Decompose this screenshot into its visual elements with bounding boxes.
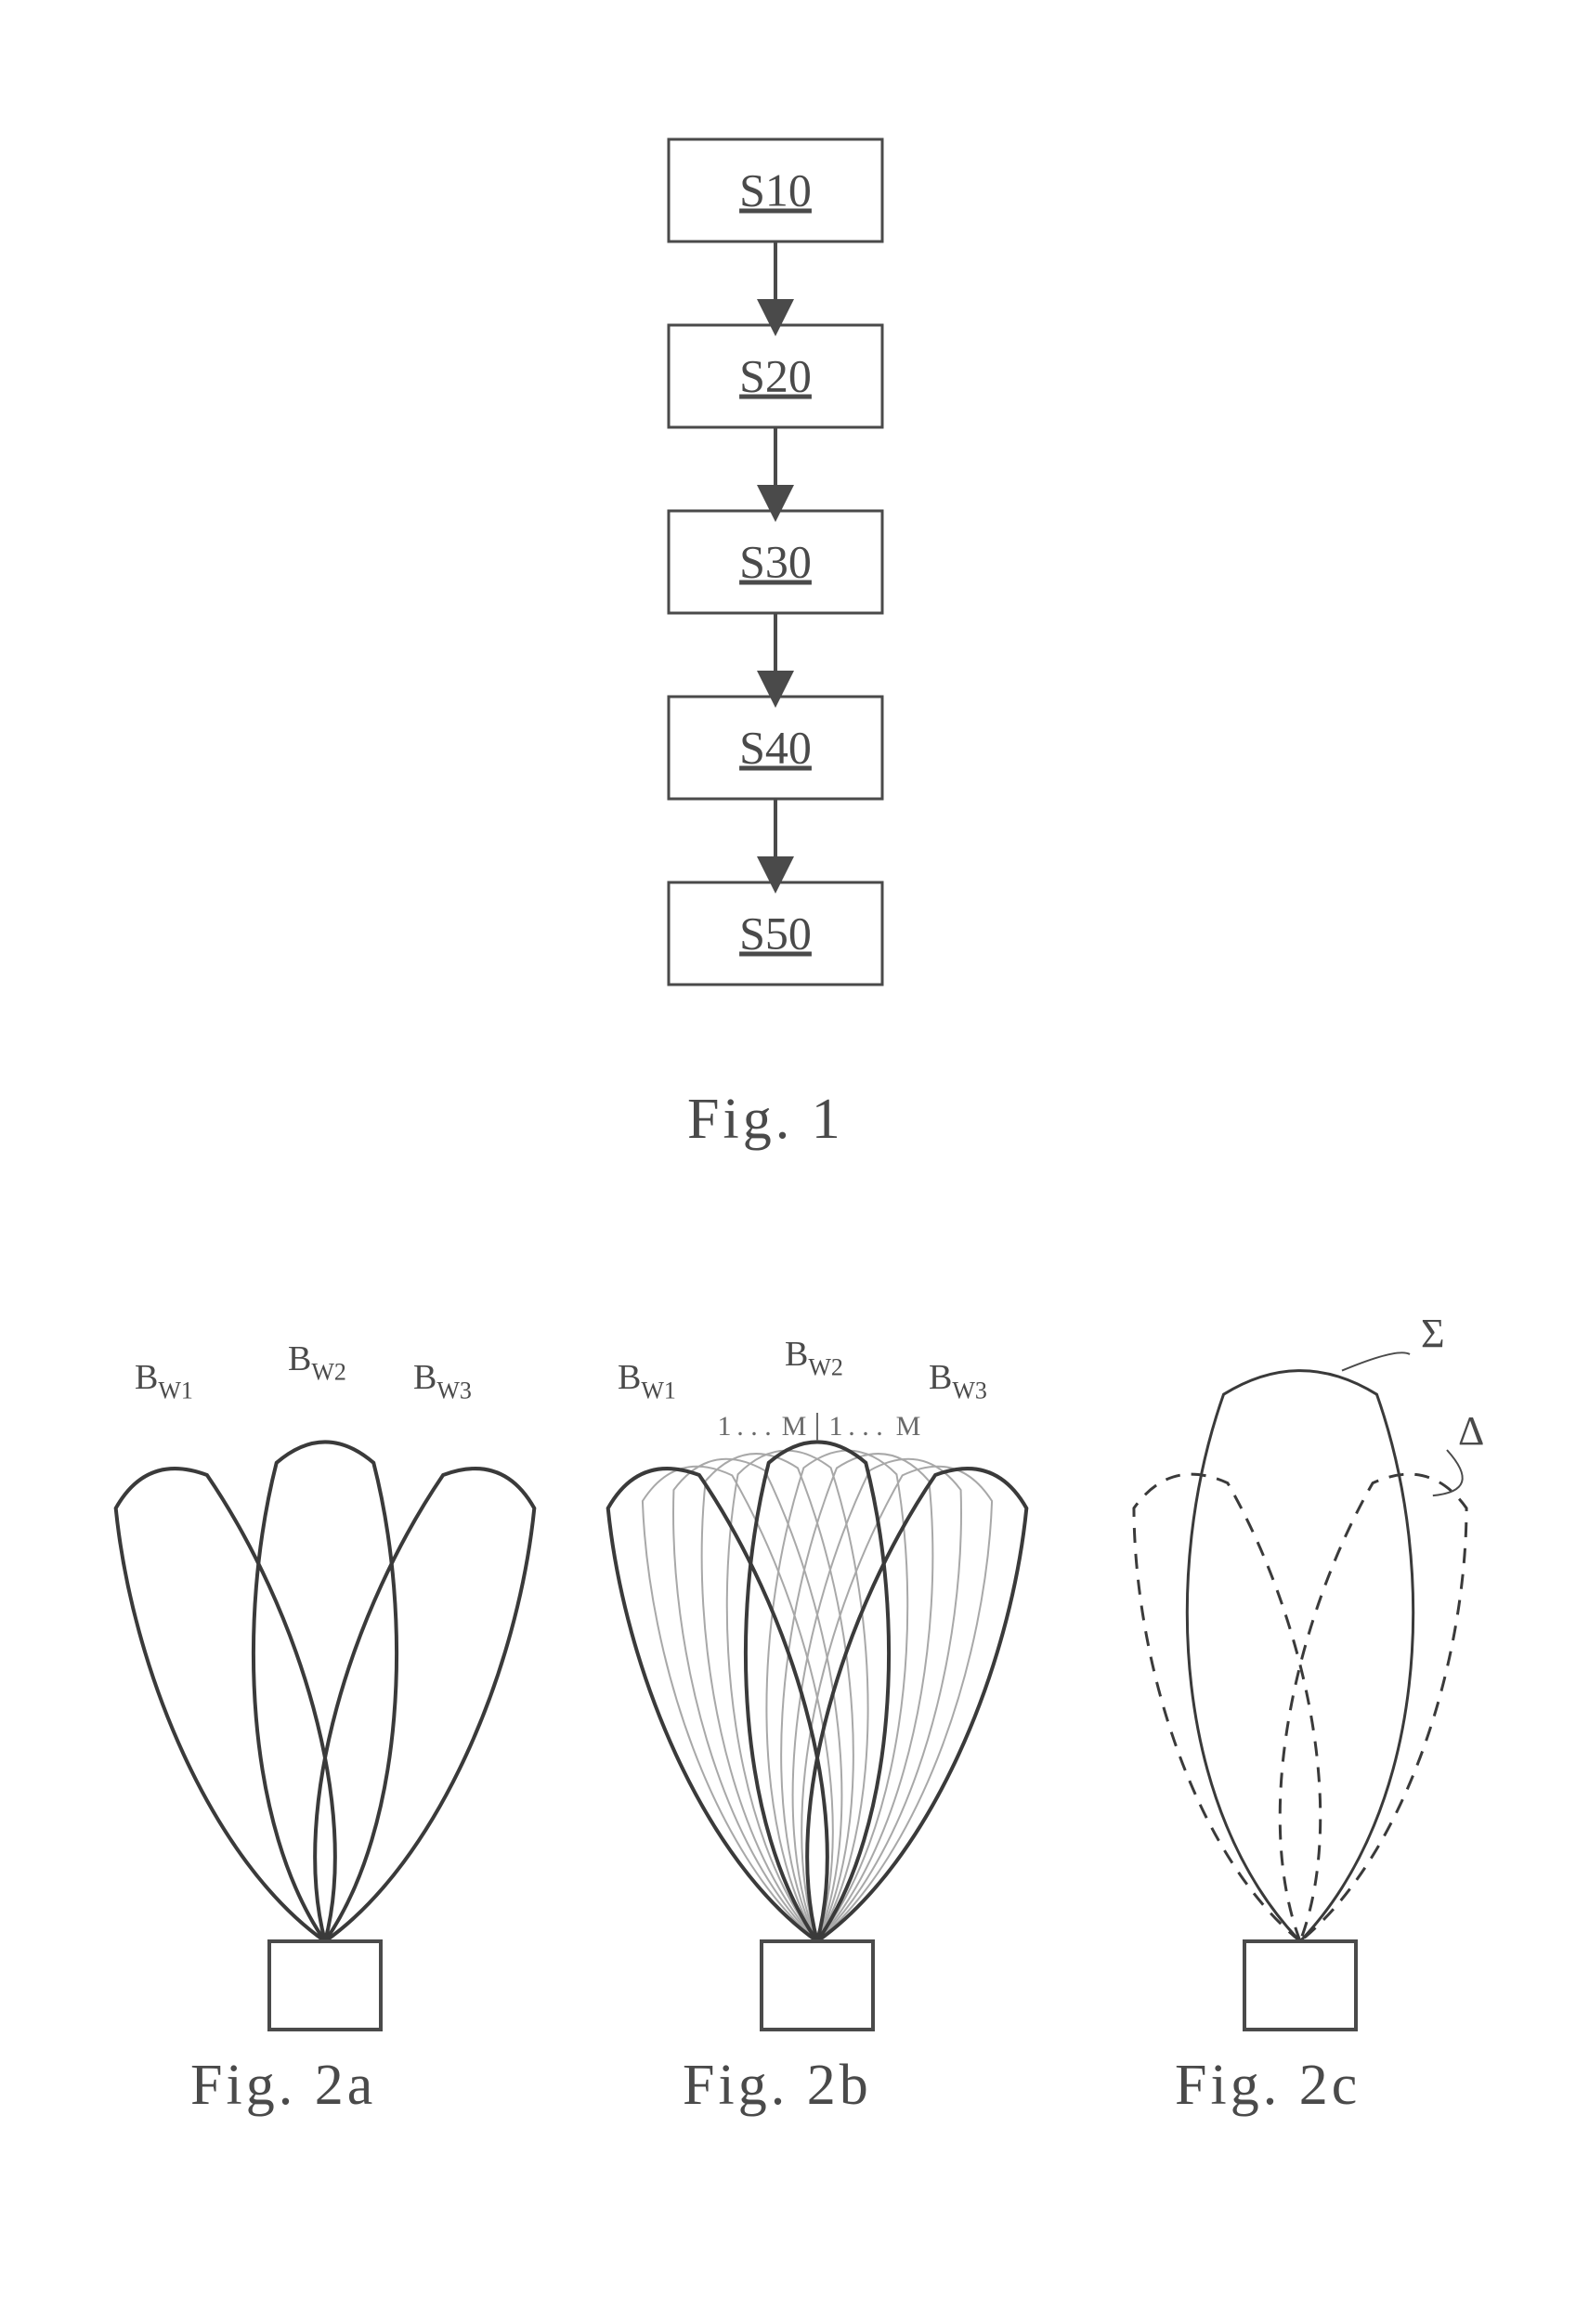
- fig2c-diff-label: Δ: [1458, 1408, 1484, 1454]
- fig2b-label-2: BW3: [929, 1358, 987, 1404]
- fig2b-label-1: BW2: [785, 1335, 843, 1381]
- fig2a-lobe-1: [254, 1442, 397, 1941]
- figure-2-group: BW1BW2BW3 BW1BW2BW31. . .M1. . .M ΣΔ: [0, 1282, 1576, 2118]
- flow-box-label-s10: S10: [739, 164, 812, 216]
- fig2c-diff-lobe-0: [1134, 1474, 1321, 1941]
- figure-2b-caption: Fig. 2b: [683, 2053, 872, 2119]
- flow-box-label-s20: S20: [739, 350, 812, 402]
- antenna-base: [762, 1941, 873, 2030]
- flow-box-label-s50: S50: [739, 907, 812, 960]
- figure-1-flowchart: S10 S20 S30 S40 S50: [0, 0, 1576, 1208]
- figure-2a-caption: Fig. 2a: [190, 2053, 376, 2119]
- antenna-base: [1244, 1941, 1356, 2030]
- fig2b-interp-label-1: . . .: [736, 1411, 772, 1442]
- fig2a-label-0: BW1: [135, 1358, 193, 1404]
- fig2c-sum-pointer: [1342, 1352, 1410, 1370]
- fig2a-lobe-2: [315, 1469, 534, 1941]
- fig2c-sum-label: Σ: [1421, 1311, 1445, 1356]
- fig2b-interp-label-3: 1: [829, 1411, 843, 1442]
- fig2b-label-0: BW1: [618, 1358, 676, 1404]
- fig2b-interp-label-5: M: [896, 1411, 921, 1442]
- fig2a-lobe-0: [116, 1469, 335, 1941]
- figure-1-caption: Fig. 1: [687, 1087, 844, 1153]
- fig2c-diff-lobe-1: [1280, 1474, 1466, 1941]
- figure-2c-caption: Fig. 2c: [1175, 2053, 1361, 2119]
- fig2b-interp-label-0: 1: [718, 1411, 732, 1442]
- fig2b-interp-label-4: . . .: [848, 1411, 883, 1442]
- page: S10 S20 S30 S40 S50 Fig. 1 BW1 BW2 BW3 BW1 BW2 B…: [0, 0, 1576, 2324]
- fig2a-label-1: BW2: [288, 1339, 346, 1386]
- flow-box-label-s30: S30: [739, 536, 812, 588]
- fig2b-interp-label-2: M: [782, 1411, 807, 1442]
- flow-box-label-s40: S40: [739, 722, 812, 774]
- antenna-base: [269, 1941, 381, 2030]
- fig2c-sum-lobe: [1187, 1371, 1413, 1941]
- fig2a-label-2: BW3: [413, 1358, 472, 1404]
